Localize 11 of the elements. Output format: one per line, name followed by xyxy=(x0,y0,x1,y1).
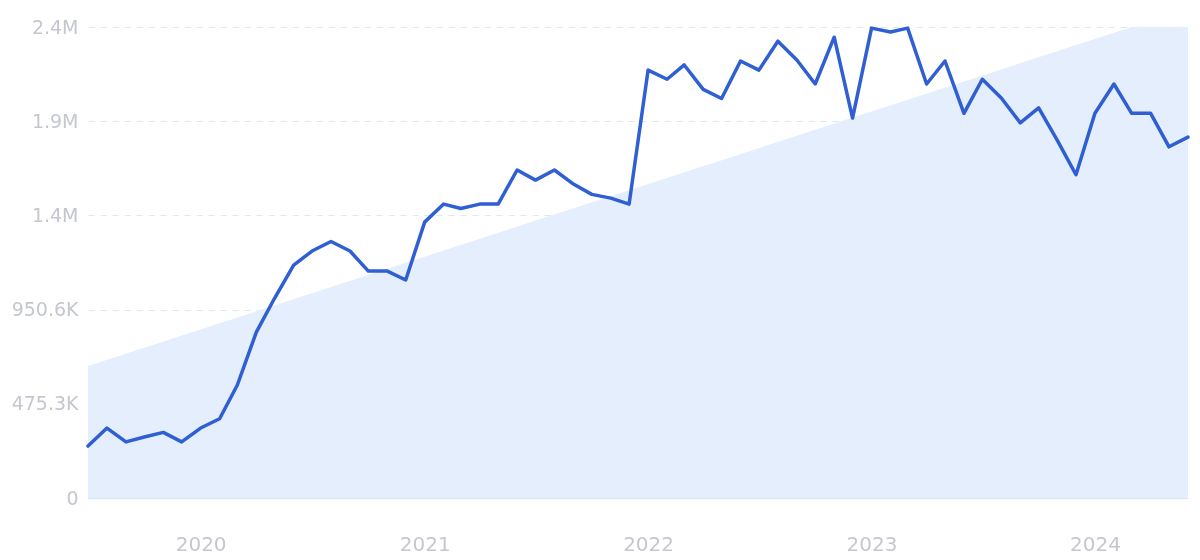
x-tick-label: 2024 xyxy=(1070,531,1121,556)
x-tick-label: 2020 xyxy=(175,531,227,556)
y-tick-label: 1.4M xyxy=(31,203,79,226)
x-tick-label: 2021 xyxy=(399,531,451,556)
y-tick-label: 0 xyxy=(66,486,79,509)
y-tick-label: 950.6K xyxy=(11,298,80,321)
x-tick-label: 2022 xyxy=(623,531,675,556)
y-tick-label: 1.9M xyxy=(31,109,79,132)
y-tick-label: 2.4M xyxy=(31,15,79,38)
y-tick-label: 475.3K xyxy=(11,392,80,415)
x-tick-label: 2023 xyxy=(846,531,898,556)
